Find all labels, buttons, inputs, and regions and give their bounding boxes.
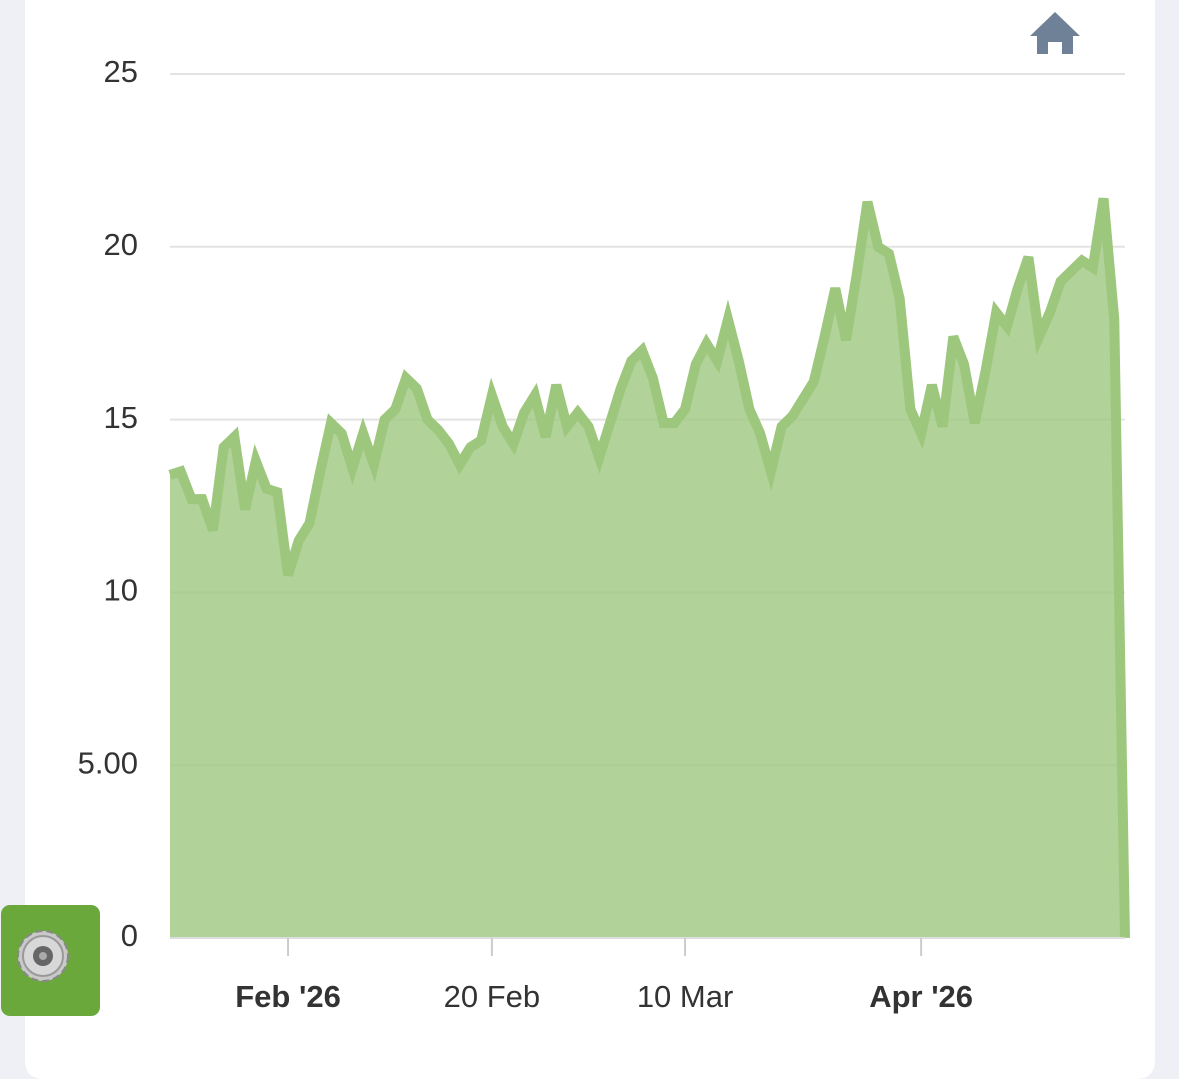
x-tick-label: Feb '26 (235, 979, 341, 1014)
y-tick-label: 0 (121, 918, 138, 953)
y-tick-label: 15 (104, 400, 138, 435)
x-tick-label: 10 Mar (637, 979, 733, 1014)
y-tick-label: 25 (104, 54, 138, 89)
settings-button[interactable] (1, 905, 100, 1016)
x-tick-label: 20 Feb (444, 979, 541, 1014)
x-tick-label: Apr '26 (869, 979, 973, 1014)
line (168, 197, 1130, 939)
y-tick-label: 10 (104, 573, 138, 608)
y-tick-label: 5.00 (78, 745, 138, 780)
plot: 0 5.00 10 15 20 25 Feb '26 20 Feb 10 Mar Apr '26 (78, 54, 1130, 1014)
home-button[interactable] (1030, 12, 1080, 54)
y-tick-label: 20 (104, 227, 138, 262)
